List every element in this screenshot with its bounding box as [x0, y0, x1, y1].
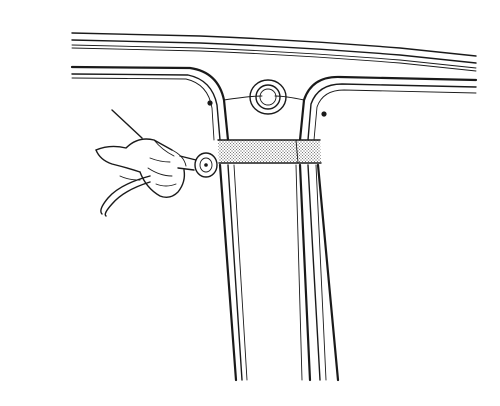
sanding-disc-icon — [177, 152, 218, 178]
grommet-icon — [249, 79, 287, 115]
air-hose-icon — [100, 175, 151, 217]
hand-icon — [95, 109, 187, 199]
front-door-opening-frame — [70, 65, 230, 142]
rear-door-opening-frame — [298, 75, 478, 142]
fastener-left — [207, 100, 213, 106]
fastener-right — [321, 111, 327, 117]
roof-rail — [71, 32, 477, 72]
b-pillar-top — [223, 95, 305, 101]
sanding-area-band — [217, 139, 322, 164]
b-pillar — [218, 163, 340, 382]
